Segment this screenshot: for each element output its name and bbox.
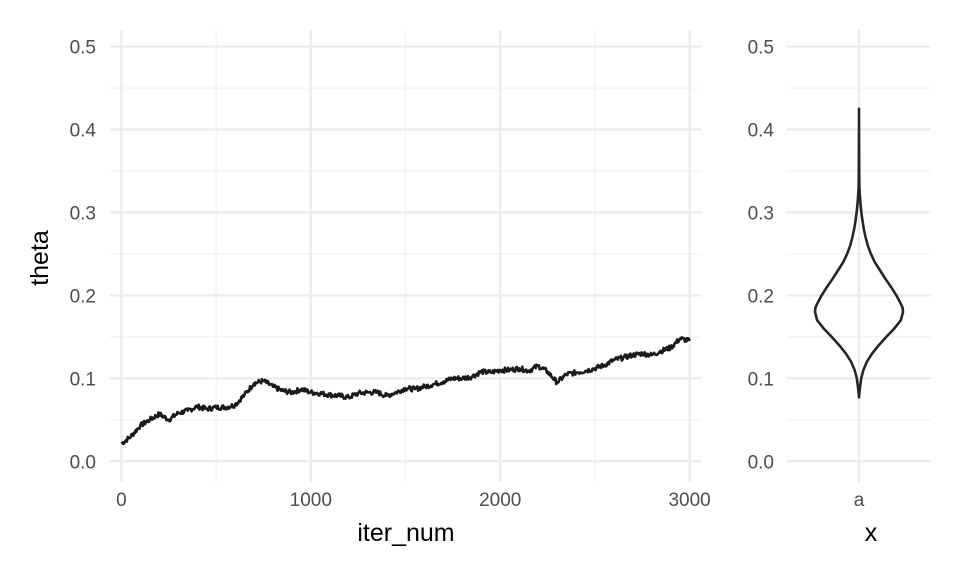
violin-y-tick-label: 0.5 (748, 38, 774, 59)
violin-y-tick-labels: 0.0 0.1 0.2 0.3 0.4 0.5 (748, 38, 775, 474)
y-tick-label: 0.2 (70, 286, 96, 307)
y-tick-label: 0.0 (70, 452, 96, 473)
trace-y-tick-labels: 0.0 0.1 0.2 0.3 0.4 0.5 (70, 38, 97, 474)
x-axis-title: iter_num (357, 519, 454, 547)
violin-x-axis-title: x (865, 519, 878, 547)
y-tick-label: 0.4 (70, 121, 97, 142)
y-tick-label: 0.1 (70, 369, 96, 390)
x-tick-label: 3000 (668, 490, 710, 511)
trace-panel-grid (110, 30, 701, 482)
violin-outline (813, 107, 905, 399)
x-tick-label: 1000 (290, 490, 332, 511)
violin-y-tick-label: 0.4 (748, 121, 775, 142)
trace-series-line (120, 336, 691, 446)
violin-x-tick-label: a (854, 490, 865, 511)
violin-x-tick-labels: a (854, 490, 865, 511)
x-tick-label: 0 (116, 490, 127, 511)
y-tick-label: 0.3 (70, 203, 96, 224)
violin-y-tick-label: 0.1 (748, 369, 774, 390)
violin-y-tick-label: 0.3 (748, 203, 774, 224)
y-tick-label: 0.5 (70, 38, 96, 59)
violin-y-tick-label: 0.0 (748, 452, 774, 473)
trace-x-tick-labels: 0 1000 2000 3000 (116, 490, 711, 511)
violin-y-tick-label: 0.2 (748, 286, 774, 307)
y-axis-title: theta (26, 230, 54, 286)
x-tick-label: 2000 (479, 490, 521, 511)
violin-panel-grid (787, 30, 931, 482)
